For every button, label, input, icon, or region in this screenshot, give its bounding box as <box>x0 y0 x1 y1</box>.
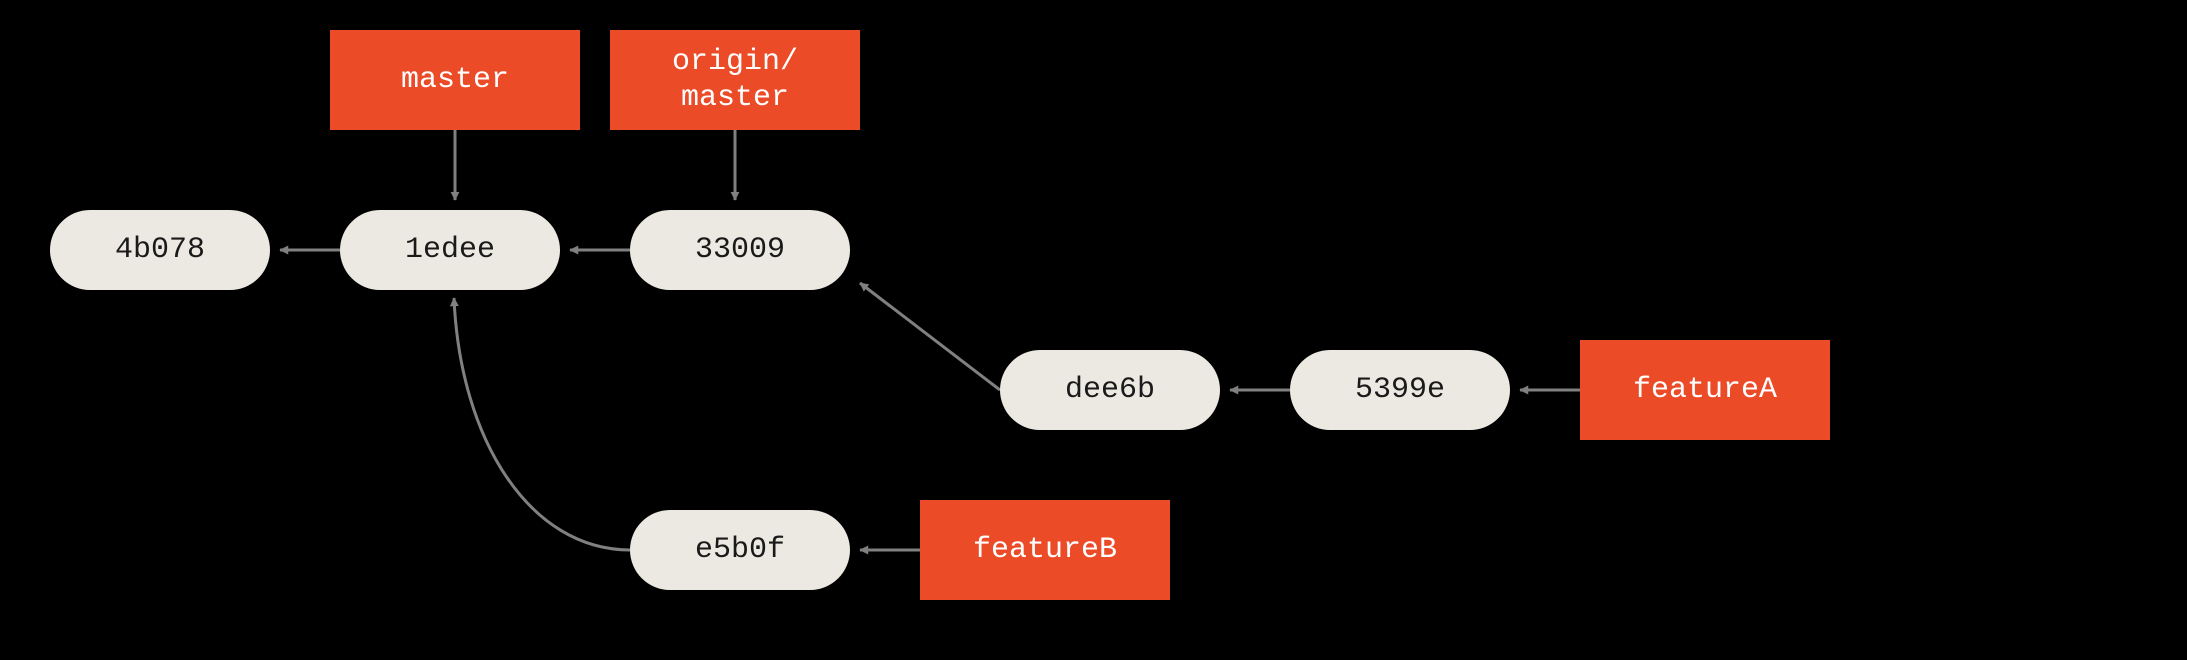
commit-node-c_33009: 33009 <box>630 210 850 290</box>
ref-node-r_originmaster: origin/ master <box>610 30 860 130</box>
git-graph-canvas: 4b078 1edee 33009 dee6b 5399e e5b0f master orig… <box>0 0 2187 660</box>
ref-node-r_featureB: featureB <box>920 500 1170 600</box>
ref-node-r_master: master <box>330 30 580 130</box>
commit-node-c_dee6b: dee6b <box>1000 350 1220 430</box>
edge-c_dee6b-c_33009 <box>860 283 1000 390</box>
commit-node-c_4b078: 4b078 <box>50 210 270 290</box>
ref-node-r_featureA: featureA <box>1580 340 1830 440</box>
commit-node-c_5399e: 5399e <box>1290 350 1510 430</box>
edge-c_e5b0f-c_1edee <box>454 298 630 550</box>
commit-node-c_e5b0f: e5b0f <box>630 510 850 590</box>
commit-node-c_1edee: 1edee <box>340 210 560 290</box>
